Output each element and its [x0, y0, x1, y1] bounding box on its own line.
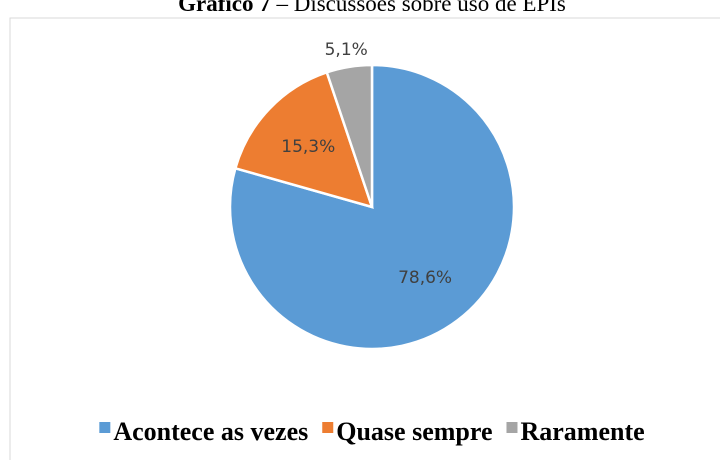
legend-swatch — [99, 422, 111, 433]
pie-slice — [228, 63, 516, 351]
legend-label: Raramente — [520, 417, 644, 446]
chart-frame — [9, 17, 720, 460]
data-label: 15,3% — [281, 137, 335, 157]
legend-label: Acontece as vezes — [113, 417, 308, 446]
legend-swatch — [506, 422, 518, 433]
title-main: Gráfico 7 — [178, 0, 271, 16]
data-label: 78,6% — [398, 268, 452, 288]
title-rest: – Discussões sobre uso de EPIs — [275, 0, 565, 16]
pie: 78,6% 15,3% 5,1% — [228, 40, 516, 351]
chart-title: Gráfico 7 – Discussões sobre uso de EPIs — [178, 0, 566, 16]
pie-slice — [325, 63, 374, 208]
data-label: 5,1% — [325, 40, 368, 60]
legend: Acontece as vezes Quase sempre Raramente — [99, 417, 645, 446]
legend-swatch — [322, 422, 334, 433]
legend-label: Quase sempre — [336, 417, 492, 446]
